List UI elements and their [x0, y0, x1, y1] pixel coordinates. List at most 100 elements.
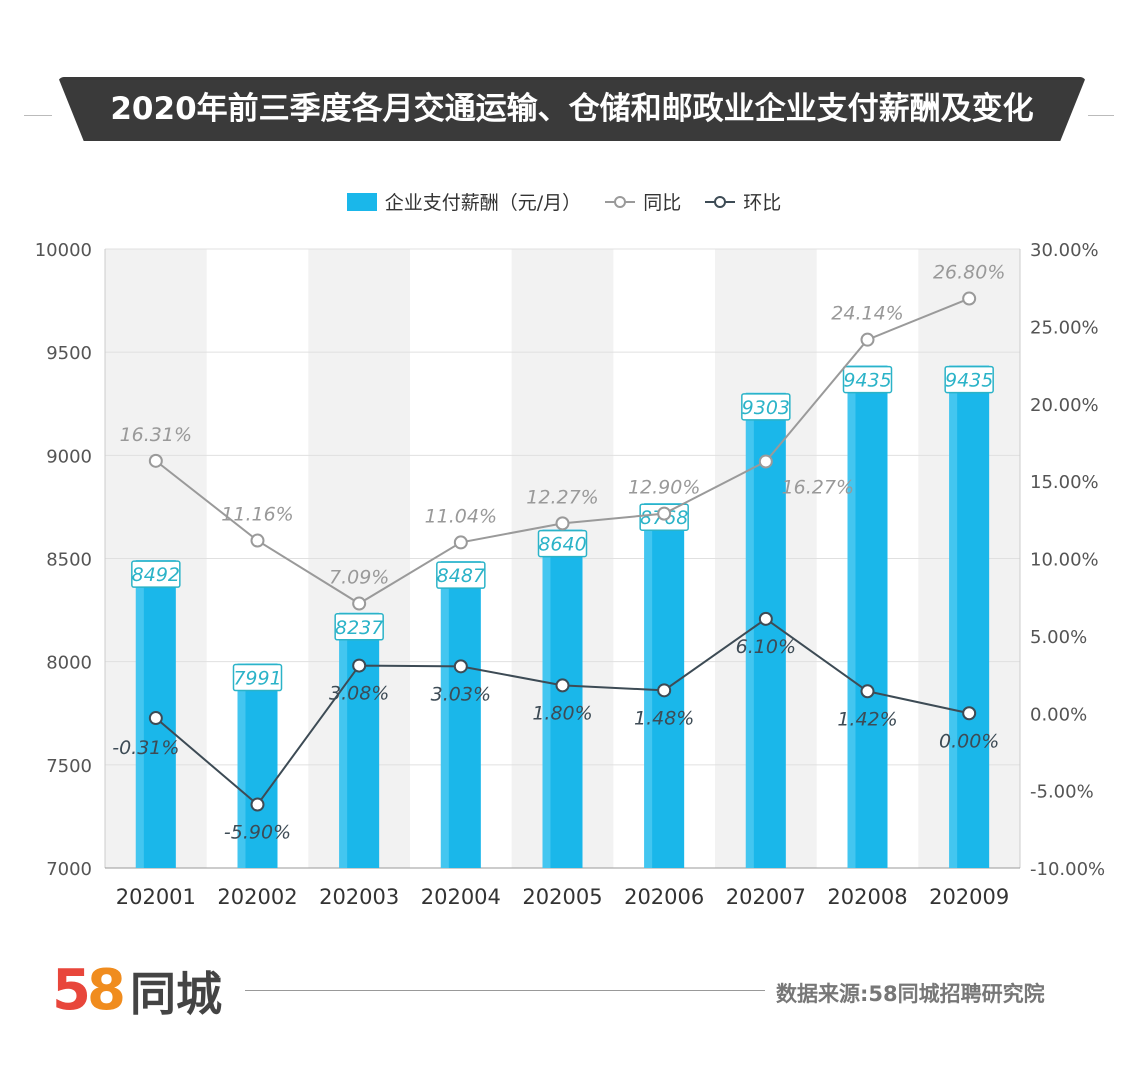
- mom-point: [352, 658, 367, 673]
- bar-label: 8492: [132, 564, 180, 586]
- right-axis-tick: -5.00%: [1030, 782, 1094, 803]
- title-line-left: [24, 115, 52, 116]
- bar-label-box: [436, 561, 486, 589]
- right-axis-tick: 15.00%: [1030, 472, 1099, 493]
- legend-label-yoy: 同比: [643, 192, 682, 214]
- left-axis-tick: 8500: [46, 550, 92, 571]
- left-axis-tick: 8000: [46, 653, 92, 674]
- mom-label: -5.90%: [224, 822, 291, 844]
- mom-point: [962, 706, 977, 721]
- title-line-right: [1088, 115, 1114, 116]
- legend: 企业支付薪酬（元/月） 同比 环比: [0, 188, 1138, 215]
- bar-label: 9435: [843, 370, 891, 392]
- yoy-point: [453, 535, 468, 550]
- mom-label: 1.80%: [532, 702, 592, 724]
- left-axis-tick: 7000: [46, 859, 92, 880]
- legend-marker-mom: [705, 195, 736, 208]
- left-axis-tick: 10000: [35, 240, 92, 261]
- right-axis-tick: 0.00%: [1030, 704, 1087, 725]
- yoy-point: [148, 453, 163, 468]
- legend-item-mom: 环比: [705, 188, 781, 215]
- mom-label: 6.10%: [736, 636, 796, 658]
- mom-point: [860, 684, 875, 699]
- data-source: 数据来源:58同城招聘研究院: [776, 982, 1045, 1006]
- left-axis-tick: 9500: [46, 343, 92, 364]
- bar-label: 8640: [538, 534, 586, 556]
- legend-swatch-bar: [346, 192, 377, 211]
- x-axis-tick: 202001: [116, 885, 196, 909]
- yoy-point: [250, 533, 265, 548]
- logo-58tongcheng: 5 8 同城: [52, 958, 222, 1023]
- x-axis-tick: 202002: [217, 885, 297, 909]
- yoy-label: 16.31%: [120, 424, 192, 446]
- mom-point: [555, 678, 570, 693]
- bar-label: 9303: [742, 397, 790, 419]
- x-axis-tick: 202004: [421, 885, 501, 909]
- yoy-label: 7.09%: [329, 567, 389, 589]
- bar-label-box: [944, 365, 994, 394]
- mom-label: 1.48%: [634, 707, 694, 729]
- bar-label-box: [741, 393, 791, 421]
- yoy-label: 12.27%: [526, 486, 598, 508]
- yoy-point: [962, 291, 977, 306]
- right-axis-tick: 10.00%: [1030, 550, 1099, 571]
- yoy-label: 11.04%: [425, 505, 497, 527]
- yoy-point: [555, 516, 570, 531]
- yoy-label: 11.16%: [221, 504, 293, 526]
- left-axis-tick: 9000: [46, 446, 92, 467]
- bar-highlight: [644, 503, 653, 868]
- right-axis-tick: 20.00%: [1030, 395, 1099, 416]
- bar-highlight: [440, 561, 449, 868]
- bar-highlight: [237, 663, 246, 868]
- mom-point: [657, 683, 672, 698]
- legend-label-salary: 企业支付薪酬（元/月）: [384, 192, 582, 214]
- mom-label: 3.03%: [431, 683, 491, 705]
- bar-highlight: [135, 560, 144, 868]
- bar-highlight: [847, 365, 856, 868]
- mom-label: 1.42%: [837, 708, 897, 730]
- x-axis-tick: 202005: [522, 885, 602, 909]
- x-axis-tick: 202006: [624, 885, 704, 909]
- x-axis-tick: 202007: [726, 885, 806, 909]
- mom-point: [250, 797, 265, 812]
- legend-item-salary: 企业支付薪酬（元/月）: [346, 188, 582, 215]
- legend-label-mom: 环比: [743, 192, 782, 214]
- x-axis-tick: 202009: [929, 885, 1009, 909]
- x-axis-tick: 202008: [827, 885, 907, 909]
- chart-title: 2020年前三季度各月交通运输、仓储和邮政业企业支付薪酬及变化: [110, 91, 1034, 127]
- bar-highlight: [339, 612, 348, 868]
- yoy-point: [657, 506, 672, 521]
- right-axis-tick: 5.00%: [1030, 627, 1087, 648]
- bar-label-box: [334, 613, 384, 641]
- mom-point: [148, 711, 163, 726]
- yoy-label: 24.14%: [831, 303, 903, 325]
- bar-label-box: [232, 663, 283, 692]
- bar-label: 7991: [233, 668, 281, 690]
- legend-item-yoy: 同比: [605, 188, 681, 215]
- legend-marker-yoy: [605, 195, 636, 208]
- yoy-point: [352, 596, 367, 611]
- bar-label-box: [131, 560, 181, 588]
- bar-label-box: [537, 529, 588, 558]
- yoy-point: [860, 332, 875, 347]
- right-axis-tick: 30.00%: [1030, 240, 1099, 261]
- yoy-label: 12.90%: [628, 477, 700, 499]
- yoy-label: 16.27%: [782, 476, 854, 498]
- yoy-label: 26.80%: [933, 262, 1005, 284]
- bar-label: 8237: [335, 617, 383, 639]
- yoy-point: [758, 454, 773, 469]
- mom-label: -0.31%: [112, 737, 179, 759]
- x-axis-tick: 202003: [319, 885, 399, 909]
- mom-point: [758, 611, 773, 626]
- right-axis-tick: -10.00%: [1030, 859, 1105, 880]
- mom-point: [453, 659, 468, 674]
- bar-label: 9435: [945, 370, 993, 392]
- mom-label: 3.08%: [329, 683, 389, 705]
- bar-highlight: [542, 529, 551, 868]
- left-axis-tick: 7500: [46, 756, 92, 777]
- mom-label: 0.00%: [939, 730, 999, 752]
- title-banner: [58, 77, 1086, 141]
- footer-divider: [245, 990, 765, 991]
- bar-highlight: [949, 365, 958, 868]
